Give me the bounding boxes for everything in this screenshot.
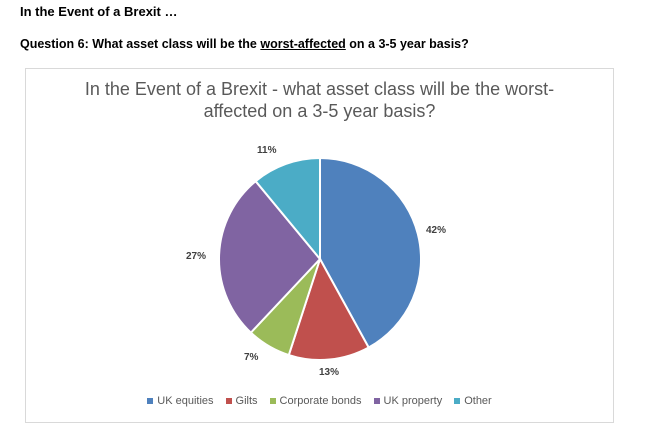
legend-swatch-icon — [454, 398, 461, 404]
data-label: 42% — [426, 225, 447, 236]
chart-title-line-1: In the Event of a Brexit - what asset cl… — [84, 79, 555, 99]
legend-swatch-icon — [147, 398, 154, 404]
chart-title: In the Event of a Brexit - what asset cl… — [26, 78, 613, 122]
legend-label: Corporate bonds — [279, 395, 362, 407]
data-label: 11% — [257, 145, 277, 156]
legend-label: UK property — [383, 395, 443, 407]
page-heading: In the Event of a Brexit … — [20, 4, 178, 19]
legend-swatch-icon — [373, 398, 380, 404]
legend-item: UK equities — [147, 395, 214, 407]
chart-container: In the Event of a Brexit - what asset cl… — [25, 68, 614, 423]
pie-slice-gilts — [287, 256, 371, 361]
legend-label: Gilts — [235, 395, 258, 407]
chart-title-line-2: affected on a 3-5 year basis? — [203, 101, 436, 121]
legend-item: Gilts — [225, 395, 258, 407]
chart-legend: UK equities Gilts Corporate bonds UK proper… — [26, 395, 613, 407]
legend-label: UK equities — [157, 395, 214, 407]
legend-swatch-icon — [269, 398, 276, 404]
pie-slice-other — [254, 156, 321, 262]
legend-item: Corporate bonds — [269, 395, 362, 407]
question-emphasis: worst-affected — [260, 37, 346, 51]
legend-swatch-icon — [225, 398, 232, 404]
legend-item: Other — [454, 395, 492, 407]
question-text: Question 6: What asset class will be the… — [20, 37, 469, 51]
pie-slice-uk-property — [218, 179, 322, 335]
pie-slice-uk-equities — [319, 156, 422, 349]
pie-chart — [218, 156, 422, 361]
data-label: 7% — [244, 352, 259, 363]
question-suffix: on a 3-5 year basis? — [345, 37, 469, 51]
data-label: 27% — [186, 251, 207, 262]
question-prefix: Question 6: What asset class will be the — [20, 37, 261, 51]
legend-label: Other — [464, 395, 492, 407]
data-label: 13% — [319, 367, 340, 378]
legend-item: UK property — [373, 395, 443, 407]
